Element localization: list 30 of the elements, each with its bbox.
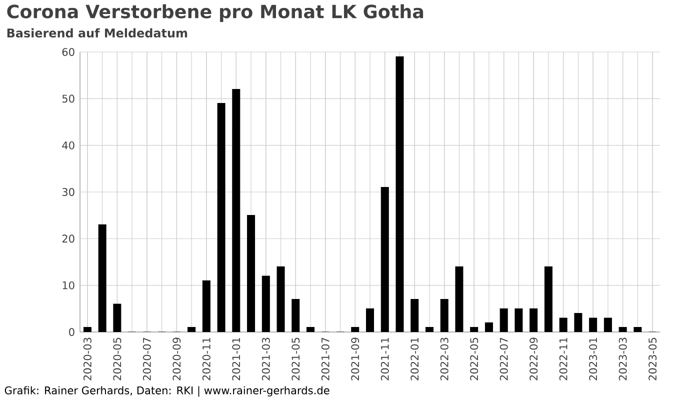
x-tick-label: 2022-09 [530, 338, 538, 380]
x-tick-label: 2020-05 [113, 338, 122, 380]
x-tick-label: 2021-11 [380, 338, 389, 380]
x-tick-label: 2022-07 [500, 338, 508, 380]
y-tick-label: 30 [62, 188, 74, 196]
x-tick-label: 2021-05 [292, 338, 300, 380]
x-tick-label: 2022-03 [440, 338, 448, 380]
x-tick-label: 2021-07 [321, 338, 330, 380]
y-tick-label: 60 [62, 48, 74, 56]
x-tick-label: 2022-11 [559, 338, 568, 380]
x-tick-label: 2020-03 [83, 338, 92, 380]
y-tick-label: 10 [62, 281, 74, 290]
x-tick-label: 2023-01 [589, 338, 598, 380]
y-tick-label: 50 [62, 94, 74, 103]
x-tick-label: 2021-03 [262, 338, 270, 380]
x-tick-label: 2023-05 [648, 338, 657, 380]
x-tick-label: 2020-09 [172, 338, 181, 380]
x-tick-label: 2021-01 [232, 338, 240, 380]
y-tick-label: 20 [62, 234, 74, 243]
x-tick-label: 2022-01 [410, 338, 419, 380]
x-tick-label: 2022-05 [470, 338, 478, 380]
x-tick-label: 2023-03 [618, 338, 627, 380]
x-tick-label: 2021-09 [351, 338, 360, 380]
chart-title: Corona Verstorbene pro Monat LK Gotha [7, 4, 424, 22]
text: Grafik: Rainer Gerhards, Daten: RKI | www.rainer-gerhards.de [4, 386, 330, 397]
y-tick-label: 0 [69, 328, 74, 336]
x-tick-label: 2020-07 [142, 338, 151, 380]
chart-subtitle: Basierend auf Meldedatum [7, 28, 188, 38]
y-tick-label: 40 [62, 141, 74, 150]
x-tick-label: 2020-11 [202, 338, 210, 380]
